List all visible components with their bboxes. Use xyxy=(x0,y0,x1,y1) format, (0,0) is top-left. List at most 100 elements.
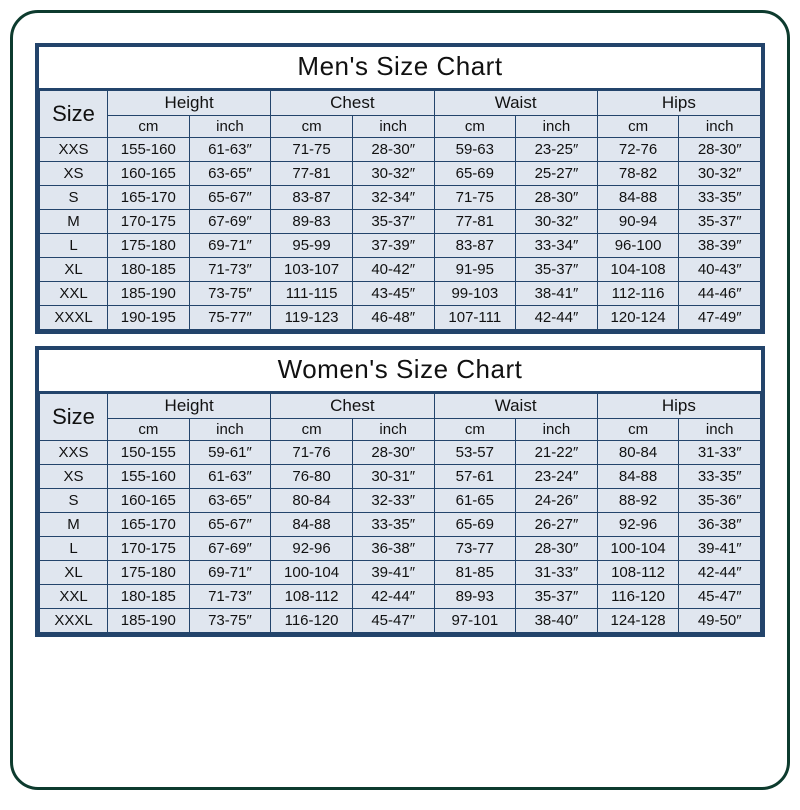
mens-hips-cm-cell: 72-76 xyxy=(597,138,679,162)
mens-waist-cm-cell: 59-63 xyxy=(434,138,516,162)
womens-height-cm-cell: 150-155 xyxy=(108,441,190,465)
table-row: XXXL190-19575-77″119-12346-48″107-11142-… xyxy=(40,306,761,330)
mens-chest-cm-cell: 103-107 xyxy=(271,258,353,282)
womens-height-cm-cell: 160-165 xyxy=(108,489,190,513)
womens-hips-in-cell: 45-47″ xyxy=(679,585,761,609)
unit-cm: cm xyxy=(271,419,353,441)
mens-height-in-cell: 69-71″ xyxy=(189,234,271,258)
unit-inch: inch xyxy=(189,116,271,138)
mens-table: Size Height Chest Waist Hips cm inch cm … xyxy=(39,90,761,330)
table-row: XXL185-19073-75″111-11543-45″99-10338-41… xyxy=(40,282,761,306)
mens-height-in-cell: 71-73″ xyxy=(189,258,271,282)
womens-height-in-cell: 69-71″ xyxy=(189,561,271,585)
size-column-header: Size xyxy=(40,394,108,441)
size-column-header: Size xyxy=(40,91,108,138)
womens-chart: Women's Size Chart Size Height Chest Wai… xyxy=(35,346,765,637)
womens-size-cell: S xyxy=(40,489,108,513)
womens-height-cm-cell: 165-170 xyxy=(108,513,190,537)
womens-height-cm-cell: 185-190 xyxy=(108,609,190,633)
mens-size-cell: L xyxy=(40,234,108,258)
womens-chest-in-cell: 33-35″ xyxy=(352,513,434,537)
womens-height-in-cell: 73-75″ xyxy=(189,609,271,633)
mens-chest-cm-cell: 83-87 xyxy=(271,186,353,210)
womens-table-head: Size Height Chest Waist Hips cm inch cm … xyxy=(40,394,761,441)
womens-hips-cm-cell: 84-88 xyxy=(597,465,679,489)
unit-cm: cm xyxy=(434,419,516,441)
table-row: M170-17567-69″89-8335-37″77-8130-32″90-9… xyxy=(40,210,761,234)
unit-cm: cm xyxy=(108,116,190,138)
womens-height-in-cell: 61-63″ xyxy=(189,465,271,489)
womens-table: Size Height Chest Waist Hips cm inch cm … xyxy=(39,393,761,633)
mens-hips-in-cell: 44-46″ xyxy=(679,282,761,306)
mens-hips-in-cell: 38-39″ xyxy=(679,234,761,258)
mens-waist-in-cell: 23-25″ xyxy=(516,138,598,162)
mens-waist-in-cell: 28-30″ xyxy=(516,186,598,210)
unit-cm: cm xyxy=(434,116,516,138)
womens-waist-cm-cell: 53-57 xyxy=(434,441,516,465)
womens-chest-in-cell: 36-38″ xyxy=(352,537,434,561)
chest-header: Chest xyxy=(271,394,434,419)
mens-size-cell: XXS xyxy=(40,138,108,162)
womens-height-in-cell: 63-65″ xyxy=(189,489,271,513)
mens-chest-in-cell: 32-34″ xyxy=(352,186,434,210)
mens-size-cell: S xyxy=(40,186,108,210)
mens-height-in-cell: 73-75″ xyxy=(189,282,271,306)
womens-height-cm-cell: 155-160 xyxy=(108,465,190,489)
womens-waist-in-cell: 23-24″ xyxy=(516,465,598,489)
mens-table-body: XXS155-16061-63″71-7528-30″59-6323-25″72… xyxy=(40,138,761,330)
womens-waist-in-cell: 26-27″ xyxy=(516,513,598,537)
mens-chest-in-cell: 43-45″ xyxy=(352,282,434,306)
table-row: M165-17065-67″84-8833-35″65-6926-27″92-9… xyxy=(40,513,761,537)
unit-inch: inch xyxy=(516,419,598,441)
unit-inch: inch xyxy=(516,116,598,138)
unit-cm: cm xyxy=(271,116,353,138)
table-row: XL175-18069-71″100-10439-41″81-8531-33″1… xyxy=(40,561,761,585)
womens-height-in-cell: 71-73″ xyxy=(189,585,271,609)
womens-chest-in-cell: 28-30″ xyxy=(352,441,434,465)
table-row: XL180-18571-73″103-10740-42″91-9535-37″1… xyxy=(40,258,761,282)
womens-chest-cm-cell: 84-88 xyxy=(271,513,353,537)
mens-hips-cm-cell: 120-124 xyxy=(597,306,679,330)
mens-waist-in-cell: 30-32″ xyxy=(516,210,598,234)
mens-waist-cm-cell: 83-87 xyxy=(434,234,516,258)
mens-hips-cm-cell: 78-82 xyxy=(597,162,679,186)
womens-waist-cm-cell: 81-85 xyxy=(434,561,516,585)
mens-hips-in-cell: 40-43″ xyxy=(679,258,761,282)
womens-hips-cm-cell: 108-112 xyxy=(597,561,679,585)
womens-waist-in-cell: 28-30″ xyxy=(516,537,598,561)
womens-height-cm-cell: 180-185 xyxy=(108,585,190,609)
mens-table-head: Size Height Chest Waist Hips cm inch cm … xyxy=(40,91,761,138)
womens-waist-in-cell: 35-37″ xyxy=(516,585,598,609)
womens-waist-cm-cell: 97-101 xyxy=(434,609,516,633)
table-row: XXXL185-19073-75″116-12045-47″97-10138-4… xyxy=(40,609,761,633)
table-row: L170-17567-69″92-9636-38″73-7728-30″100-… xyxy=(40,537,761,561)
mens-chest-in-cell: 30-32″ xyxy=(352,162,434,186)
womens-hips-cm-cell: 100-104 xyxy=(597,537,679,561)
womens-waist-in-cell: 24-26″ xyxy=(516,489,598,513)
womens-chest-cm-cell: 76-80 xyxy=(271,465,353,489)
mens-hips-cm-cell: 104-108 xyxy=(597,258,679,282)
unit-inch: inch xyxy=(352,419,434,441)
womens-height-in-cell: 59-61″ xyxy=(189,441,271,465)
mens-waist-cm-cell: 107-111 xyxy=(434,306,516,330)
mens-height-in-cell: 61-63″ xyxy=(189,138,271,162)
unit-inch: inch xyxy=(679,116,761,138)
womens-size-cell: XS xyxy=(40,465,108,489)
womens-hips-cm-cell: 80-84 xyxy=(597,441,679,465)
table-row: XS160-16563-65″77-8130-32″65-6925-27″78-… xyxy=(40,162,761,186)
height-header: Height xyxy=(108,394,271,419)
waist-header: Waist xyxy=(434,91,597,116)
mens-hips-in-cell: 35-37″ xyxy=(679,210,761,234)
unit-cm: cm xyxy=(597,116,679,138)
womens-waist-in-cell: 31-33″ xyxy=(516,561,598,585)
womens-chart-title: Women's Size Chart xyxy=(39,350,761,393)
mens-waist-in-cell: 33-34″ xyxy=(516,234,598,258)
womens-hips-cm-cell: 116-120 xyxy=(597,585,679,609)
waist-header: Waist xyxy=(434,394,597,419)
mens-height-in-cell: 63-65″ xyxy=(189,162,271,186)
mens-chest-in-cell: 28-30″ xyxy=(352,138,434,162)
mens-chest-in-cell: 40-42″ xyxy=(352,258,434,282)
womens-chest-in-cell: 45-47″ xyxy=(352,609,434,633)
womens-table-body: XXS150-15559-61″71-7628-30″53-5721-22″80… xyxy=(40,441,761,633)
unit-inch: inch xyxy=(679,419,761,441)
